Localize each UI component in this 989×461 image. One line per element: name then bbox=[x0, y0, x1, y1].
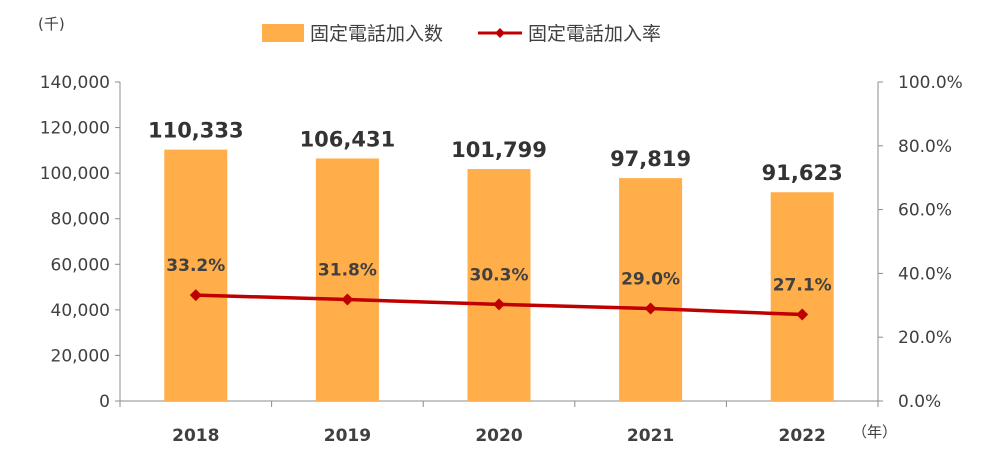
left-tick-label: 60,000 bbox=[51, 255, 110, 275]
right-tick-label: 0.0% bbox=[898, 392, 941, 412]
line-marker bbox=[493, 298, 505, 311]
data-labels: 110,333 106,431 101,799 97,819 91,623 33.2% 31… bbox=[148, 119, 843, 296]
bar bbox=[164, 149, 228, 401]
left-tick-label: 140,000 bbox=[40, 73, 110, 93]
x-tick-label: 2020 bbox=[475, 426, 522, 446]
x-tick-label: 2019 bbox=[324, 426, 371, 446]
left-tick-label: 20,000 bbox=[51, 346, 110, 366]
right-tick-label: 100.0% bbox=[898, 73, 963, 93]
bar-data-label: 101,799 bbox=[451, 138, 547, 162]
legend-label-line: 固定電話加入率 bbox=[528, 23, 661, 45]
right-tick-label: 40.0% bbox=[898, 264, 952, 284]
bar-data-label: 106,431 bbox=[300, 127, 396, 151]
legend-swatch-bar bbox=[262, 24, 304, 42]
x-tick-label: 2021 bbox=[627, 426, 674, 446]
right-tick-label: 20.0% bbox=[898, 328, 952, 348]
line-data-label: 29.0% bbox=[621, 269, 680, 289]
left-tick-label: 0 bbox=[99, 392, 110, 412]
bar bbox=[467, 169, 531, 401]
line-data-label: 27.1% bbox=[773, 276, 832, 296]
legend: 固定電話加入数 固定電話加入率 bbox=[262, 23, 661, 45]
line-marker bbox=[341, 293, 354, 306]
left-tick-label: 100,000 bbox=[40, 164, 110, 184]
x-tick-label: 2018 bbox=[172, 426, 219, 446]
legend-marker-line bbox=[495, 28, 505, 38]
line-data-label: 30.3% bbox=[470, 265, 529, 285]
line-marker bbox=[796, 308, 809, 321]
right-tick-label: 80.0% bbox=[898, 137, 952, 157]
bar-data-label: 110,333 bbox=[148, 119, 244, 143]
left-tick-label: 40,000 bbox=[51, 301, 110, 321]
x-axis-unit: （年） bbox=[852, 423, 897, 441]
right-tick-label: 60.0% bbox=[898, 201, 952, 221]
left-tick-label: 120,000 bbox=[40, 119, 110, 139]
x-tick-label: 2022 bbox=[779, 426, 826, 446]
axes: 0 20,000 40,000 60,000 80,000 100,000 120,000 1… bbox=[40, 73, 963, 446]
bar bbox=[315, 158, 379, 401]
legend-label-bar: 固定電話加入数 bbox=[310, 23, 443, 45]
line-data-label: 31.8% bbox=[318, 261, 377, 281]
line-marker bbox=[189, 289, 202, 302]
line-marker bbox=[644, 302, 657, 315]
line-data-label: 33.2% bbox=[166, 256, 225, 276]
bar-series bbox=[164, 149, 834, 401]
bar bbox=[770, 192, 834, 401]
bar-data-label: 97,819 bbox=[610, 147, 691, 171]
left-axis-unit: (千) bbox=[38, 15, 65, 33]
bar bbox=[619, 178, 683, 401]
left-tick-label: 80,000 bbox=[51, 210, 110, 230]
line-series bbox=[189, 289, 809, 321]
bar-data-label: 91,623 bbox=[762, 161, 843, 185]
